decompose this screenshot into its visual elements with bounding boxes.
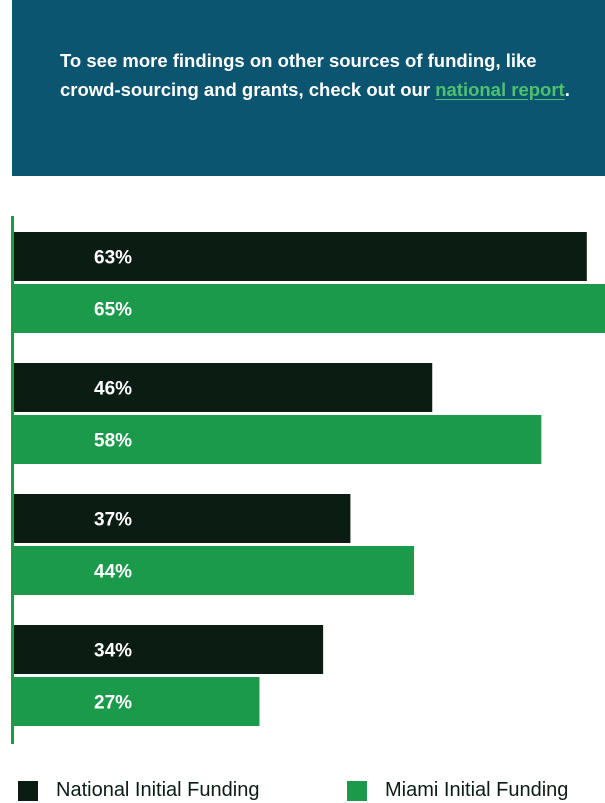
bar-national-initial-funding-4 (14, 625, 324, 674)
bar-label-miami-initial-funding-4: 27% (94, 693, 132, 714)
callout-box: To see more findings on other sources of… (12, 0, 605, 176)
bar-label-national-initial-funding-3: 37% (94, 510, 132, 531)
legend-item-national: National Initial Funding (18, 779, 259, 802)
callout-text-after: . (564, 79, 570, 100)
bar-miami-initial-funding-4 (14, 677, 260, 726)
bar-national-initial-funding-3 (14, 494, 351, 543)
bar-label-national-initial-funding-4: 34% (94, 641, 132, 662)
legend-swatch-national (18, 780, 38, 801)
bar-label-national-initial-funding-2: 46% (94, 379, 132, 400)
bar-miami-initial-funding-3 (14, 546, 415, 595)
legend-item-miami: Miami Initial Funding (347, 779, 568, 802)
legend-label-national: National Initial Funding (56, 779, 260, 801)
bar-label-miami-initial-funding-3: 44% (94, 562, 132, 583)
bar-label-miami-initial-funding-2: 58% (94, 431, 132, 452)
chart-axis-line (11, 216, 14, 744)
legend-swatch-miami (347, 780, 367, 801)
bar-miami-initial-funding-2 (14, 415, 542, 464)
callout-text-before: To see more findings on other sources of… (60, 50, 537, 100)
callout-text: To see more findings on other sources of… (60, 46, 580, 104)
national-report-link[interactable]: national report (435, 79, 565, 100)
legend-label-miami: Miami Initial Funding (385, 779, 569, 801)
bar-miami-initial-funding-1 (14, 284, 605, 333)
bar-national-initial-funding-1 (14, 232, 587, 281)
bar-label-miami-initial-funding-1: 65% (94, 300, 132, 321)
chart-legend: National Initial Funding Miami Initial F… (18, 779, 605, 803)
bar-national-initial-funding-2 (14, 363, 433, 412)
bar-label-national-initial-funding-1: 63% (94, 248, 132, 269)
